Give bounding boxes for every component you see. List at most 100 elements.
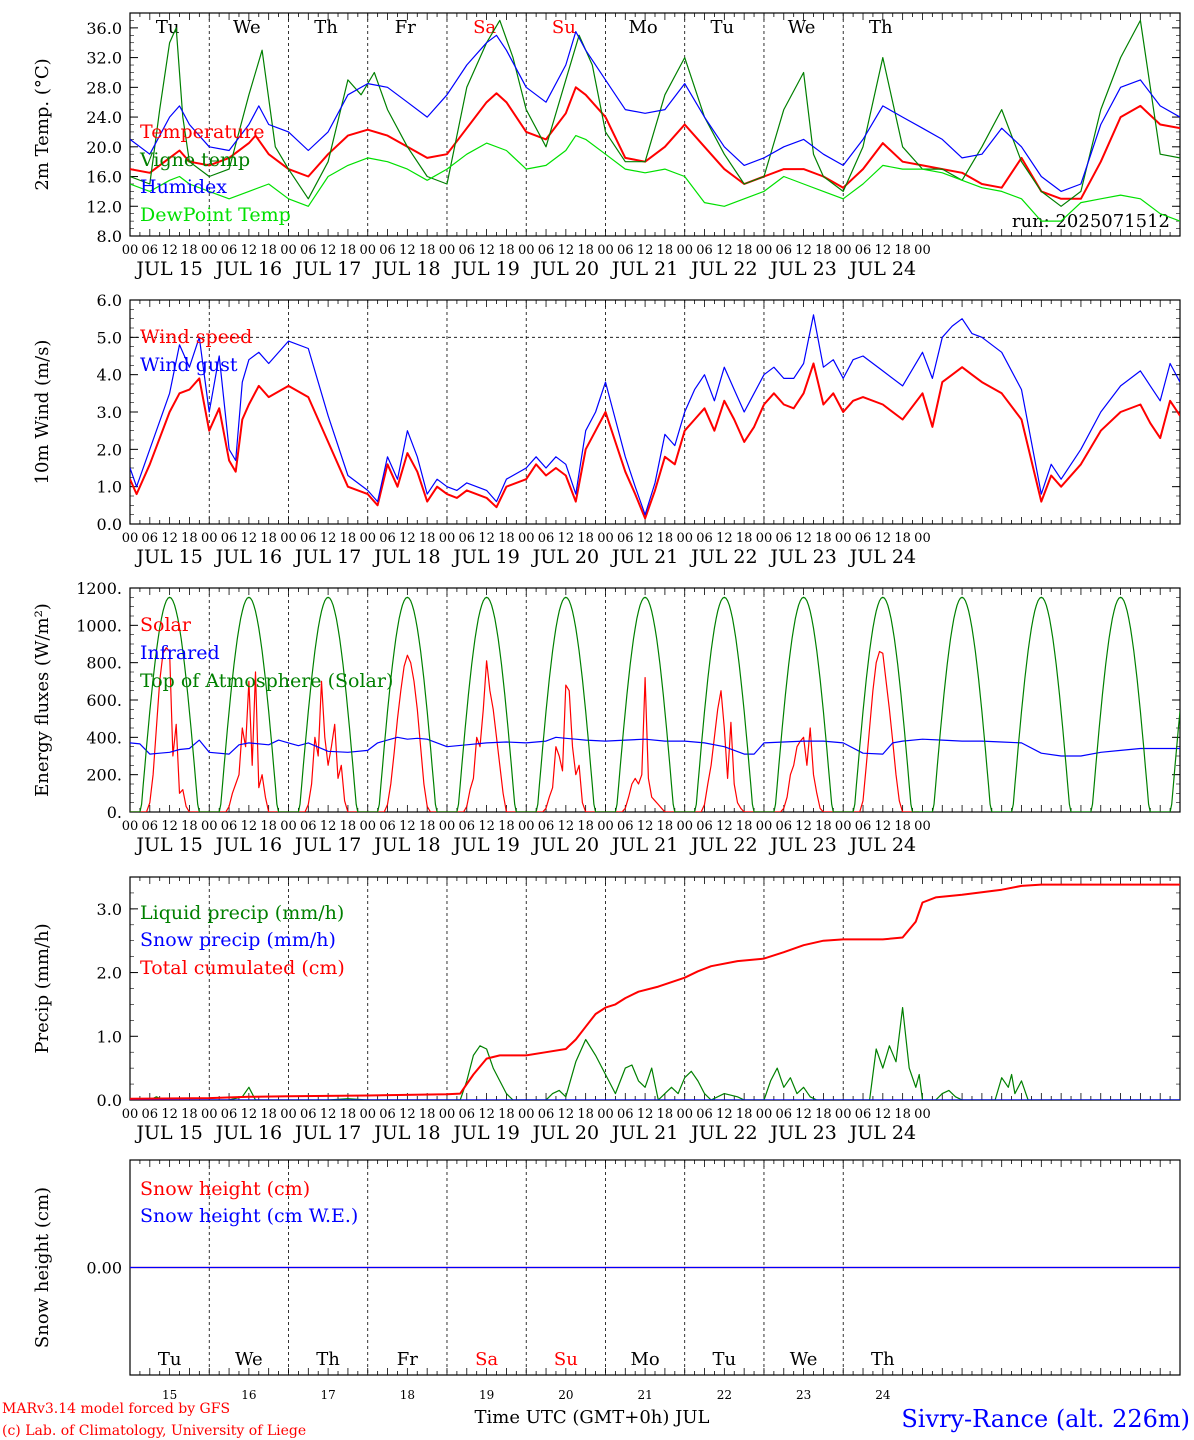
series-line-wind-speed bbox=[130, 362, 1180, 520]
hour-tick-label: 18 bbox=[181, 531, 198, 546]
hour-tick-label: 18 bbox=[260, 819, 277, 834]
hour-tick-label: 00 bbox=[835, 243, 852, 258]
y-axis-label: Energy fluxes (W/m²) bbox=[32, 603, 53, 797]
hour-tick-label: 18 bbox=[260, 531, 277, 546]
y-tick-label: 28.0 bbox=[86, 78, 122, 97]
hour-tick-label: 18 bbox=[894, 243, 911, 258]
footer: MARv3.14 model forced by GFS (c) Lab. of… bbox=[2, 1401, 1190, 1439]
hour-tick-label: 00 bbox=[676, 819, 693, 834]
lab-credit: (c) Lab. of Climatology, University of L… bbox=[2, 1423, 306, 1439]
hour-tick-label: 12 bbox=[320, 1107, 337, 1122]
series-layer bbox=[130, 883, 1180, 1100]
hour-tick-label: 06 bbox=[142, 1107, 159, 1122]
date-label: JUL 23 bbox=[768, 546, 836, 568]
y-tick-label: 0. bbox=[107, 803, 122, 822]
hour-tick-label: 18 bbox=[181, 243, 198, 258]
hour-tick-label: 06 bbox=[379, 819, 396, 834]
hour-tick-label: 06 bbox=[617, 1107, 634, 1122]
weekday-label: Fr bbox=[395, 17, 416, 38]
hour-tick-label: 06 bbox=[221, 819, 238, 834]
panel-temperature: 8.0 12.0 16.0 20.0 24.0 28.0 32.0 36.0 2m Temp. … bbox=[32, 12, 1181, 280]
hour-tick-label: 06 bbox=[221, 531, 238, 546]
weekday-label: Su bbox=[552, 17, 576, 38]
hour-tick-label: 12 bbox=[875, 243, 892, 258]
hour-tick-label: 12 bbox=[637, 243, 654, 258]
hour-tick-label: 12 bbox=[637, 1107, 654, 1122]
date-label: JUL 21 bbox=[610, 834, 678, 856]
date-label: JUL 15 bbox=[134, 1122, 202, 1144]
hour-tick-label: 12 bbox=[795, 243, 812, 258]
hour-tick-label: 12 bbox=[161, 1107, 178, 1122]
hour-tick-label: 00 bbox=[676, 531, 693, 546]
hour-tick-label: 00 bbox=[756, 819, 773, 834]
date-label: JUL 24 bbox=[848, 546, 916, 568]
weekday-label: We bbox=[790, 1349, 818, 1370]
date-label: JUL 24 bbox=[848, 258, 916, 280]
hour-tick-label: 00 bbox=[439, 243, 456, 258]
weekday-label: Mo bbox=[628, 17, 657, 38]
series-line-temperature bbox=[130, 86, 1180, 200]
hour-tick-label: 06 bbox=[538, 1107, 555, 1122]
hour-tick-label: 00 bbox=[518, 819, 535, 834]
panel-snow-height: 0.00 Snow height (cm) Tu 15 We 16 Th 17 Fr 18 Sa 19… bbox=[32, 1159, 1181, 1402]
series-line-top-of-atmosphere-solar- bbox=[130, 596, 1180, 812]
legend-entry: Vigne temp bbox=[139, 149, 250, 171]
station-name: Sivry-Rance (alt. 226m) bbox=[901, 1405, 1190, 1433]
hour-tick-label: 06 bbox=[776, 819, 793, 834]
y-axis-label: Snow height (cm) bbox=[32, 1187, 53, 1348]
hour-tick-label: 00 bbox=[756, 1107, 773, 1122]
y-tick-label: 2.0 bbox=[97, 440, 122, 459]
date-label: JUL 17 bbox=[293, 546, 361, 568]
date-label: JUL 22 bbox=[689, 258, 757, 280]
y-tick-label: 1000. bbox=[76, 616, 122, 635]
y-axis-label: Precip (mm/h) bbox=[32, 923, 53, 1053]
hour-tick-label: 12 bbox=[795, 531, 812, 546]
y-tick-label: 8.0 bbox=[97, 227, 122, 246]
series-line-solar bbox=[130, 647, 920, 812]
series-line-dewpoint-temp bbox=[130, 135, 1180, 222]
hour-tick-label: 12 bbox=[716, 243, 733, 258]
series-line-total-cumulated-cm- bbox=[130, 883, 1180, 1100]
date-label: JUL 15 bbox=[134, 258, 202, 280]
date-label: JUL 15 bbox=[134, 834, 202, 856]
weekday-label: Th bbox=[871, 1349, 895, 1370]
hour-tick-label: 12 bbox=[558, 243, 575, 258]
date-label: JUL 23 bbox=[768, 1122, 836, 1144]
hour-tick-label: 18 bbox=[498, 819, 515, 834]
hour-tick-label: 12 bbox=[241, 531, 258, 546]
date-label: JUL 24 bbox=[848, 834, 916, 856]
hour-tick-label: 00 bbox=[518, 1107, 535, 1122]
hour-tick-label: 00 bbox=[597, 531, 614, 546]
hour-tick-label: 12 bbox=[716, 819, 733, 834]
hour-tick-label: 18 bbox=[657, 243, 674, 258]
hour-tick-label: 12 bbox=[399, 531, 416, 546]
hour-tick-label: 00 bbox=[359, 531, 376, 546]
hour-tick-label: 00 bbox=[835, 819, 852, 834]
hour-tick-label: 12 bbox=[478, 1107, 495, 1122]
hour-tick-label: 06 bbox=[617, 531, 634, 546]
hour-tick-label: 06 bbox=[459, 819, 476, 834]
date-label: JUL 18 bbox=[372, 546, 440, 568]
hour-tick-label: 00 bbox=[597, 819, 614, 834]
hour-tick-label: 12 bbox=[241, 819, 258, 834]
hour-tick-label: 18 bbox=[419, 819, 436, 834]
hour-tick-label: 18 bbox=[181, 1107, 198, 1122]
y-tick-label: 600. bbox=[86, 691, 122, 710]
legend-entry: Temperature bbox=[140, 121, 264, 143]
hour-tick-label: 18 bbox=[657, 531, 674, 546]
date-label: JUL 20 bbox=[531, 1122, 599, 1144]
hour-tick-label: 18 bbox=[815, 531, 832, 546]
series-line-humidex bbox=[130, 31, 1180, 192]
hour-tick-label: 18 bbox=[260, 243, 277, 258]
weekday-label: Tu bbox=[713, 1349, 737, 1370]
day-number-label: 19 bbox=[479, 1388, 494, 1402]
hour-tick-label: 06 bbox=[855, 1107, 872, 1122]
date-label: JUL 23 bbox=[768, 258, 836, 280]
hour-tick-label: 12 bbox=[795, 1107, 812, 1122]
hour-tick-label: 00 bbox=[280, 819, 297, 834]
hour-tick-label: 00 bbox=[676, 243, 693, 258]
hour-tick-label: 18 bbox=[181, 819, 198, 834]
legend-entry: Wind gust bbox=[140, 354, 238, 376]
hour-tick-label: 06 bbox=[379, 531, 396, 546]
hour-tick-label: 00 bbox=[597, 1107, 614, 1122]
